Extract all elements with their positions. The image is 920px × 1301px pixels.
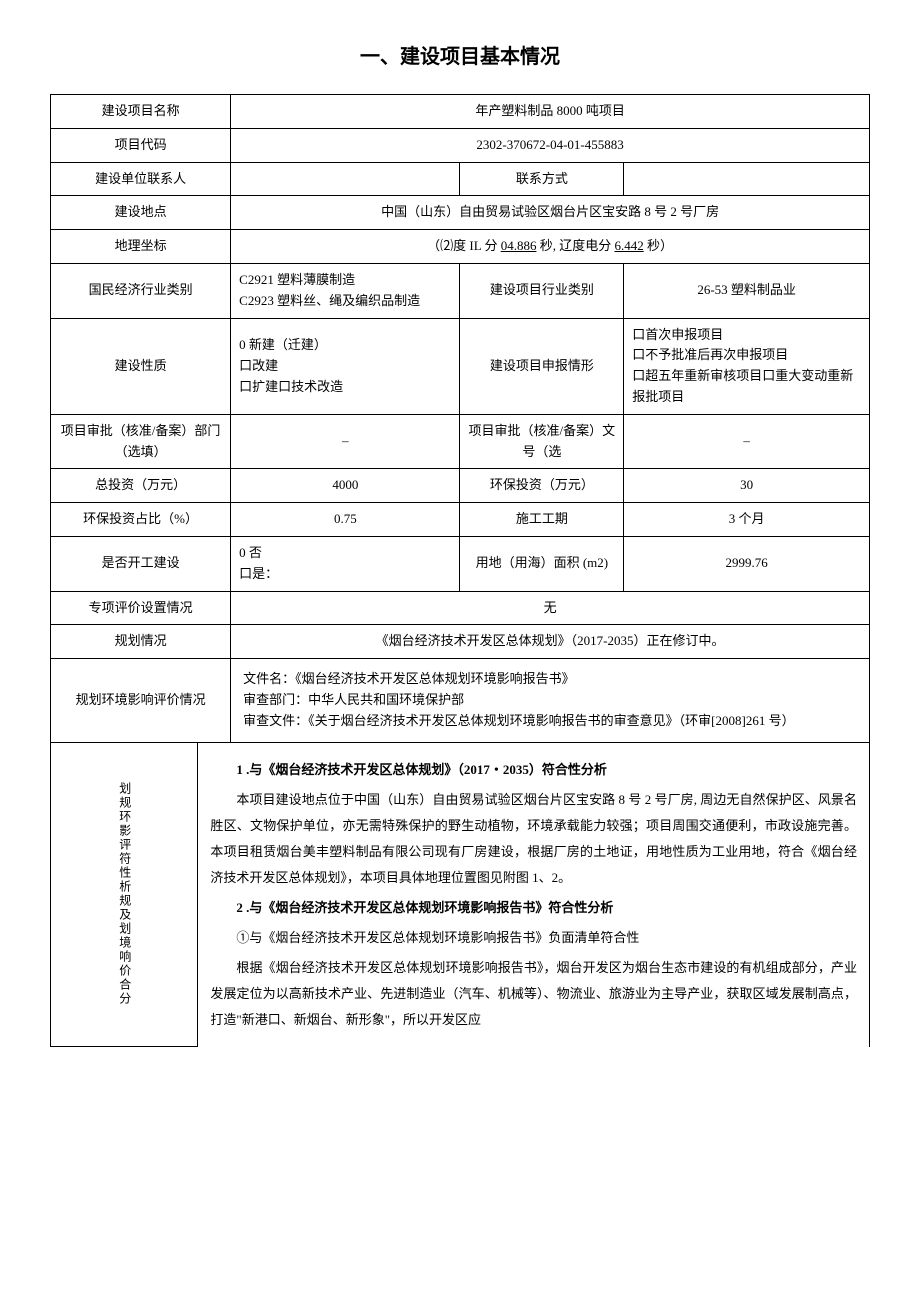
cell-value: 年产塑料制品 8000 吨项目 [231, 95, 870, 129]
cell-label: 项目代码 [51, 128, 231, 162]
cell-value: 30 [624, 469, 870, 503]
analysis-para-3: 根据《烟台经济技术开发区总体规划环境影响报告书》，烟台开发区为烟台生态市建设的有… [210, 955, 857, 1033]
cell-label: 建设项目名称 [51, 95, 231, 129]
cell-value: 0 否 口是： [231, 536, 460, 591]
cell-value: 无 [231, 591, 870, 625]
cell-value: 4000 [231, 469, 460, 503]
cell-value [624, 162, 870, 196]
analysis-heading-2: 2 .与《烟台经济技术开发区总体规划环境影响报告书》符合性分析 [210, 895, 857, 921]
cell-label: 规划环境影响评价情况 [51, 659, 231, 742]
cell-label: 环保投资占比（%） [51, 503, 231, 537]
cell-label: 建设单位联系人 [51, 162, 231, 196]
cell-value: 《烟台经济技术开发区总体规划》（2017-2035）正在修订中。 [231, 625, 870, 659]
cell-value: 0 新建（迁建） 口改建 口扩建口技术改造 [231, 318, 460, 414]
table-row: 建设性质 0 新建（迁建） 口改建 口扩建口技术改造 建设项目申报情形 口首次申… [51, 318, 870, 414]
cell-value-coords: （⑵度 IL 分 04.886 秒, 辽度电分 6.442 秒） [231, 230, 870, 264]
cell-label: 建设性质 [51, 318, 231, 414]
cell-label: 项目审批（核准/备案）部门（选填） [51, 414, 231, 469]
cell-value: 2302-370672-04-01-455883 [231, 128, 870, 162]
analysis-para-1: 本项目建设地点位于中国（山东）自由贸易试验区烟台片区宝安路 8 号 2 号厂房,… [210, 787, 857, 891]
table-row: 规划环境影响评价情况 文件名：《烟台经济技术开发区总体规划环境影响报告书》 审查… [51, 659, 870, 742]
table-row: 地理坐标 （⑵度 IL 分 04.886 秒, 辽度电分 6.442 秒） [51, 230, 870, 264]
cell-value: 26-53 塑料制品业 [624, 263, 870, 318]
table-row: 环保投资占比（%） 0.75 施工工期 3 个月 [51, 503, 870, 537]
cell-label: 总投资（万元） [51, 469, 231, 503]
cell-label: 建设项目申报情形 [460, 318, 624, 414]
cell-value: C2921 塑料薄膜制造 C2923 塑料丝、绳及编织品制造 [231, 263, 460, 318]
coord-suffix: 秒） [644, 238, 673, 253]
cell-value: 口首次申报项目 口不予批准后再次申报项目 口超五年重新审核项目口重大变动重新报批… [624, 318, 870, 414]
analysis-para-2: ①与《烟台经济技术开发区总体规划环境影响报告书》负面清单符合性 [210, 925, 857, 951]
cell-value: 文件名：《烟台经济技术开发区总体规划环境影响报告书》 审查部门：中华人民共和国环… [231, 659, 870, 742]
cell-value: 中国（山东）自由贸易试验区烟台片区宝安路 8 号 2 号厂房 [231, 196, 870, 230]
cell-label: 是否开工建设 [51, 536, 231, 591]
cell-label: 地理坐标 [51, 230, 231, 264]
coord-mid: 秒, 辽度电分 [536, 238, 614, 253]
table-row: 划规环影评符性析规及划境响价合分 1 .与《烟台经济技术开发区总体规划》（201… [51, 742, 870, 1047]
cell-label: 国民经济行业类别 [51, 263, 231, 318]
cell-label: 规划情况 [51, 625, 231, 659]
cell-value [231, 162, 460, 196]
table-row: 总投资（万元） 4000 环保投资（万元） 30 [51, 469, 870, 503]
coord-sec1: 04.886 [501, 238, 537, 253]
table-row: 国民经济行业类别 C2921 塑料薄膜制造 C2923 塑料丝、绳及编织品制造 … [51, 263, 870, 318]
cell-value: – [624, 414, 870, 469]
cell-label: 环保投资（万元） [460, 469, 624, 503]
cell-value: – [231, 414, 460, 469]
cell-vertical-label: 划规环影评符性析规及划境响价合分 [51, 742, 198, 1047]
table-row: 建设单位联系人 联系方式 [51, 162, 870, 196]
cell-label: 项目审批（核准/备案）文号（选 [460, 414, 624, 469]
cell-label: 专项评价设置情况 [51, 591, 231, 625]
table-row: 规划情况 《烟台经济技术开发区总体规划》（2017-2035）正在修订中。 [51, 625, 870, 659]
coord-sec2: 6.442 [614, 238, 643, 253]
cell-label: 建设项目行业类别 [460, 263, 624, 318]
table-row: 项目审批（核准/备案）部门（选填） – 项目审批（核准/备案）文号（选 – [51, 414, 870, 469]
cell-label: 用地（用海）面积 (m2) [460, 536, 624, 591]
coord-prefix: （⑵度 IL 分 [427, 238, 501, 253]
page-title: 一、建设项目基本情况 [50, 40, 870, 69]
table-row: 项目代码 2302-370672-04-01-455883 [51, 128, 870, 162]
cell-label: 联系方式 [460, 162, 624, 196]
cell-value: 0.75 [231, 503, 460, 537]
table-row: 专项评价设置情况 无 [51, 591, 870, 625]
cell-value: 3 个月 [624, 503, 870, 537]
project-info-table: 建设项目名称 年产塑料制品 8000 吨项目 项目代码 2302-370672-… [50, 94, 870, 1047]
cell-label: 施工工期 [460, 503, 624, 537]
table-row: 建设项目名称 年产塑料制品 8000 吨项目 [51, 95, 870, 129]
analysis-heading-1: 1 .与《烟台经济技术开发区总体规划》（2017・2035）符合性分析 [210, 757, 857, 783]
cell-value: 2999.76 [624, 536, 870, 591]
table-row: 是否开工建设 0 否 口是： 用地（用海）面积 (m2) 2999.76 [51, 536, 870, 591]
cell-analysis-body: 1 .与《烟台经济技术开发区总体规划》（2017・2035）符合性分析 本项目建… [198, 742, 870, 1047]
table-row: 建设地点 中国（山东）自由贸易试验区烟台片区宝安路 8 号 2 号厂房 [51, 196, 870, 230]
cell-label: 建设地点 [51, 196, 231, 230]
